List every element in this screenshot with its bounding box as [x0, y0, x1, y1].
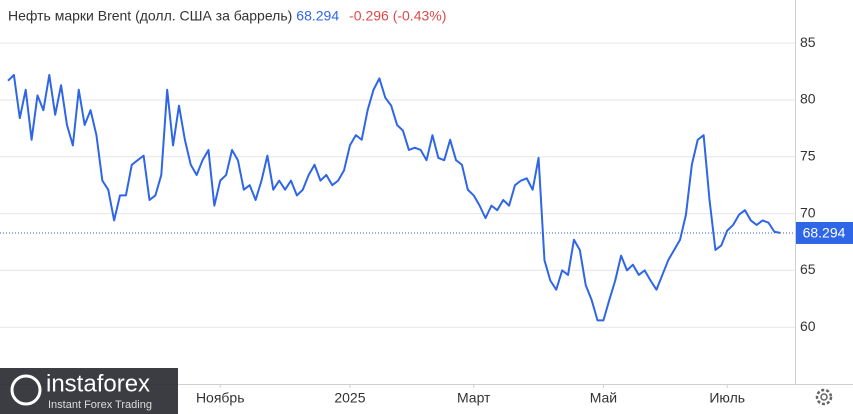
logo-tagline: Instant Forex Trading	[48, 399, 152, 411]
settings-icon[interactable]	[815, 388, 833, 406]
chart-title: Нефть марки Brent (долл. США за баррель)	[8, 8, 292, 24]
y-tick-label: 65	[800, 261, 816, 277]
y-tick-label: 85	[800, 34, 816, 50]
price-tag	[796, 221, 853, 244]
logo-icon	[10, 374, 42, 406]
x-tick-label: Май	[590, 390, 617, 406]
y-tick-label: 80	[800, 91, 816, 107]
price-change: -0.296 (-0.43%)	[349, 8, 446, 24]
y-tick-label: 60	[800, 318, 816, 334]
x-tick-label: 2025	[334, 390, 365, 406]
price-line	[7, 73, 781, 322]
price-tag-label: 68.294	[803, 225, 846, 241]
x-tick-label: Март	[457, 390, 491, 406]
y-tick-label: 70	[800, 204, 816, 220]
x-tick-label: Июль	[709, 390, 745, 406]
x-tick-label: Ноябрь	[196, 390, 245, 406]
y-tick-label: 75	[800, 147, 816, 163]
logo-name: instaforex	[46, 370, 150, 397]
last-price: 68.294	[296, 8, 339, 24]
